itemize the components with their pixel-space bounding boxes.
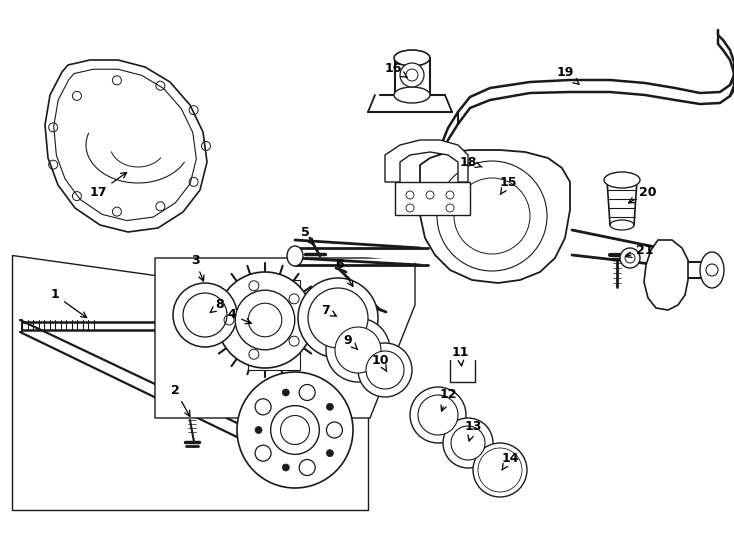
- Circle shape: [478, 448, 522, 492]
- Circle shape: [410, 387, 466, 443]
- Text: 19: 19: [556, 66, 579, 84]
- Polygon shape: [248, 280, 300, 370]
- Polygon shape: [155, 258, 415, 418]
- Circle shape: [299, 384, 315, 401]
- Circle shape: [217, 272, 313, 368]
- Text: 9: 9: [344, 334, 357, 349]
- Circle shape: [335, 327, 381, 373]
- Circle shape: [473, 443, 527, 497]
- Circle shape: [283, 389, 289, 396]
- Text: 11: 11: [451, 346, 469, 366]
- Circle shape: [366, 351, 404, 389]
- Circle shape: [299, 460, 315, 476]
- Ellipse shape: [287, 246, 303, 266]
- Circle shape: [443, 418, 493, 468]
- Text: 13: 13: [465, 421, 482, 441]
- Text: 2: 2: [170, 383, 190, 416]
- Polygon shape: [45, 60, 207, 232]
- Text: 21: 21: [626, 244, 654, 258]
- Circle shape: [308, 288, 368, 348]
- Text: 20: 20: [628, 186, 657, 203]
- Circle shape: [620, 248, 640, 268]
- Polygon shape: [420, 150, 570, 283]
- Text: 16: 16: [385, 62, 407, 77]
- Circle shape: [326, 318, 390, 382]
- Text: 18: 18: [459, 156, 482, 168]
- Text: 1: 1: [51, 288, 87, 318]
- Circle shape: [327, 403, 333, 410]
- Ellipse shape: [604, 172, 640, 188]
- Polygon shape: [12, 255, 368, 510]
- Text: 3: 3: [191, 253, 204, 281]
- Circle shape: [327, 450, 333, 457]
- Text: 12: 12: [439, 388, 457, 411]
- Circle shape: [451, 426, 485, 460]
- Text: 6: 6: [335, 259, 353, 286]
- Text: 8: 8: [210, 299, 225, 313]
- Circle shape: [183, 293, 227, 337]
- Ellipse shape: [394, 87, 430, 103]
- Circle shape: [255, 399, 271, 415]
- Polygon shape: [385, 140, 468, 182]
- Circle shape: [327, 422, 343, 438]
- Text: 10: 10: [371, 354, 389, 372]
- Circle shape: [248, 303, 282, 337]
- Text: 4: 4: [228, 308, 251, 323]
- Circle shape: [237, 372, 353, 488]
- Text: 15: 15: [499, 177, 517, 194]
- Circle shape: [400, 63, 424, 87]
- Circle shape: [358, 343, 412, 397]
- Circle shape: [255, 427, 262, 434]
- Text: 17: 17: [90, 172, 126, 199]
- Polygon shape: [395, 182, 470, 215]
- Circle shape: [418, 395, 458, 435]
- Ellipse shape: [700, 252, 724, 288]
- Circle shape: [255, 445, 271, 461]
- Circle shape: [298, 278, 378, 358]
- Ellipse shape: [394, 50, 430, 66]
- Text: 5: 5: [301, 226, 313, 245]
- Circle shape: [235, 290, 295, 350]
- Text: 7: 7: [321, 303, 336, 316]
- Circle shape: [173, 283, 237, 347]
- Circle shape: [271, 406, 319, 454]
- Polygon shape: [644, 240, 688, 310]
- Text: 14: 14: [501, 451, 519, 470]
- Circle shape: [283, 464, 289, 471]
